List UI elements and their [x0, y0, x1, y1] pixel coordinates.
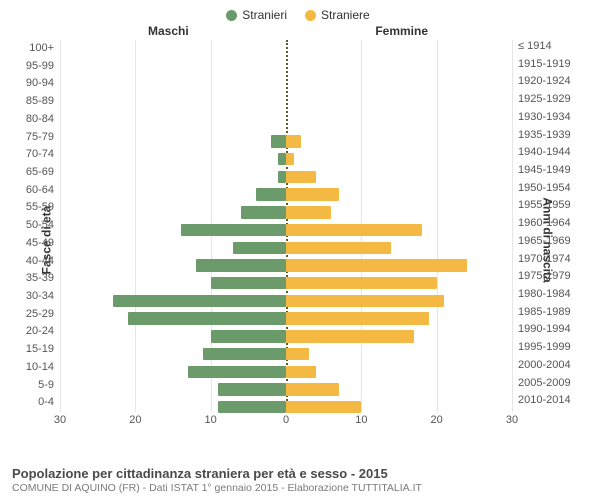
- pyramid-row: 80-841930-1934: [60, 111, 512, 129]
- swatch-male: [226, 10, 237, 21]
- pyramid-row: 10-142000-2004: [60, 359, 512, 377]
- legend: Stranieri Straniere: [8, 8, 588, 22]
- age-label: 45-49: [14, 235, 60, 253]
- pyramid-row: 60-641950-1954: [60, 182, 512, 200]
- year-label: 1965-1969: [512, 235, 582, 247]
- x-tick: 30: [506, 414, 518, 426]
- age-label: 75-79: [14, 129, 60, 147]
- pyramid-row: 90-941920-1924: [60, 75, 512, 93]
- year-label: 1990-1994: [512, 323, 582, 335]
- age-label: 95-99: [14, 58, 60, 76]
- column-headers: Maschi Femmine: [8, 24, 588, 40]
- year-label: 1995-1999: [512, 341, 582, 353]
- age-label: 100+: [14, 40, 60, 58]
- year-label: 1955-1959: [512, 199, 582, 211]
- pyramid-row: 100+≤ 1914: [60, 40, 512, 58]
- age-label: 5-9: [14, 377, 60, 395]
- year-label: 1940-1944: [512, 146, 582, 158]
- year-label: 1930-1934: [512, 111, 582, 123]
- x-tick: 20: [129, 414, 141, 426]
- age-label: 35-39: [14, 270, 60, 288]
- pyramid-row: 0-42010-2014: [60, 394, 512, 412]
- age-label: 85-89: [14, 93, 60, 111]
- age-label: 65-69: [14, 164, 60, 182]
- legend-item-male: Stranieri: [226, 8, 287, 22]
- year-label: 1985-1989: [512, 306, 582, 318]
- year-label: 1935-1939: [512, 129, 582, 141]
- age-label: 30-34: [14, 288, 60, 306]
- year-label: 2000-2004: [512, 359, 582, 371]
- pyramid-row: 15-191995-1999: [60, 341, 512, 359]
- x-tick: 30: [54, 414, 66, 426]
- age-label: 20-24: [14, 323, 60, 341]
- pyramid-row: 55-591955-1959: [60, 199, 512, 217]
- age-label: 55-59: [14, 199, 60, 217]
- age-label: 40-44: [14, 253, 60, 271]
- pyramid-row: 95-991915-1919: [60, 58, 512, 76]
- age-label: 80-84: [14, 111, 60, 129]
- age-label: 25-29: [14, 306, 60, 324]
- year-label: 1960-1964: [512, 217, 582, 229]
- age-label: 15-19: [14, 341, 60, 359]
- pyramid-row: 85-891925-1929: [60, 93, 512, 111]
- legend-label-female: Straniere: [321, 8, 370, 22]
- year-label: 1950-1954: [512, 182, 582, 194]
- pyramid-row: 70-741940-1944: [60, 146, 512, 164]
- bar-female: [286, 401, 361, 413]
- age-label: 60-64: [14, 182, 60, 200]
- age-label: 90-94: [14, 75, 60, 93]
- year-label: 1915-1919: [512, 58, 582, 70]
- pyramid-row: 50-541960-1964: [60, 217, 512, 235]
- pyramid-row: 20-241990-1994: [60, 323, 512, 341]
- legend-item-female: Straniere: [305, 8, 370, 22]
- pyramid-row: 35-391975-1979: [60, 270, 512, 288]
- pyramid-row: 75-791935-1939: [60, 129, 512, 147]
- chart-title: Popolazione per cittadinanza straniera p…: [12, 466, 588, 481]
- year-label: 1925-1929: [512, 93, 582, 105]
- x-tick: 0: [283, 414, 289, 426]
- age-label: 70-74: [14, 146, 60, 164]
- x-axis-labels: 3020100102030: [60, 414, 512, 428]
- year-label: 1970-1974: [512, 253, 582, 265]
- year-label: 1975-1979: [512, 270, 582, 282]
- year-label: 1980-1984: [512, 288, 582, 300]
- chart-footer: Popolazione per cittadinanza straniera p…: [12, 466, 588, 494]
- header-female: Femmine: [375, 24, 428, 38]
- year-label: 1945-1949: [512, 164, 582, 176]
- year-label: 2005-2009: [512, 377, 582, 389]
- age-label: 0-4: [14, 394, 60, 412]
- pyramid-row: 25-291985-1989: [60, 306, 512, 324]
- year-label: ≤ 1914: [512, 40, 582, 52]
- pyramid-row: 45-491965-1969: [60, 235, 512, 253]
- header-male: Maschi: [148, 24, 189, 38]
- age-label: 10-14: [14, 359, 60, 377]
- pyramid-chart: Fasce di età Anni di nascita 100+≤ 19149…: [8, 40, 588, 440]
- pyramid-row: 65-691945-1949: [60, 164, 512, 182]
- pyramid-row: 40-441970-1974: [60, 253, 512, 271]
- bar-male: [218, 401, 286, 413]
- year-label: 2010-2014: [512, 394, 582, 406]
- legend-label-male: Stranieri: [242, 8, 287, 22]
- year-label: 1920-1924: [512, 75, 582, 87]
- x-tick: 10: [205, 414, 217, 426]
- plot-area: 100+≤ 191495-991915-191990-941920-192485…: [60, 40, 512, 412]
- swatch-female: [305, 10, 316, 21]
- x-tick: 20: [431, 414, 443, 426]
- x-tick: 10: [355, 414, 367, 426]
- age-label: 50-54: [14, 217, 60, 235]
- pyramid-row: 5-92005-2009: [60, 377, 512, 395]
- chart-subtitle: COMUNE DI AQUINO (FR) - Dati ISTAT 1° ge…: [12, 482, 588, 494]
- pyramid-row: 30-341980-1984: [60, 288, 512, 306]
